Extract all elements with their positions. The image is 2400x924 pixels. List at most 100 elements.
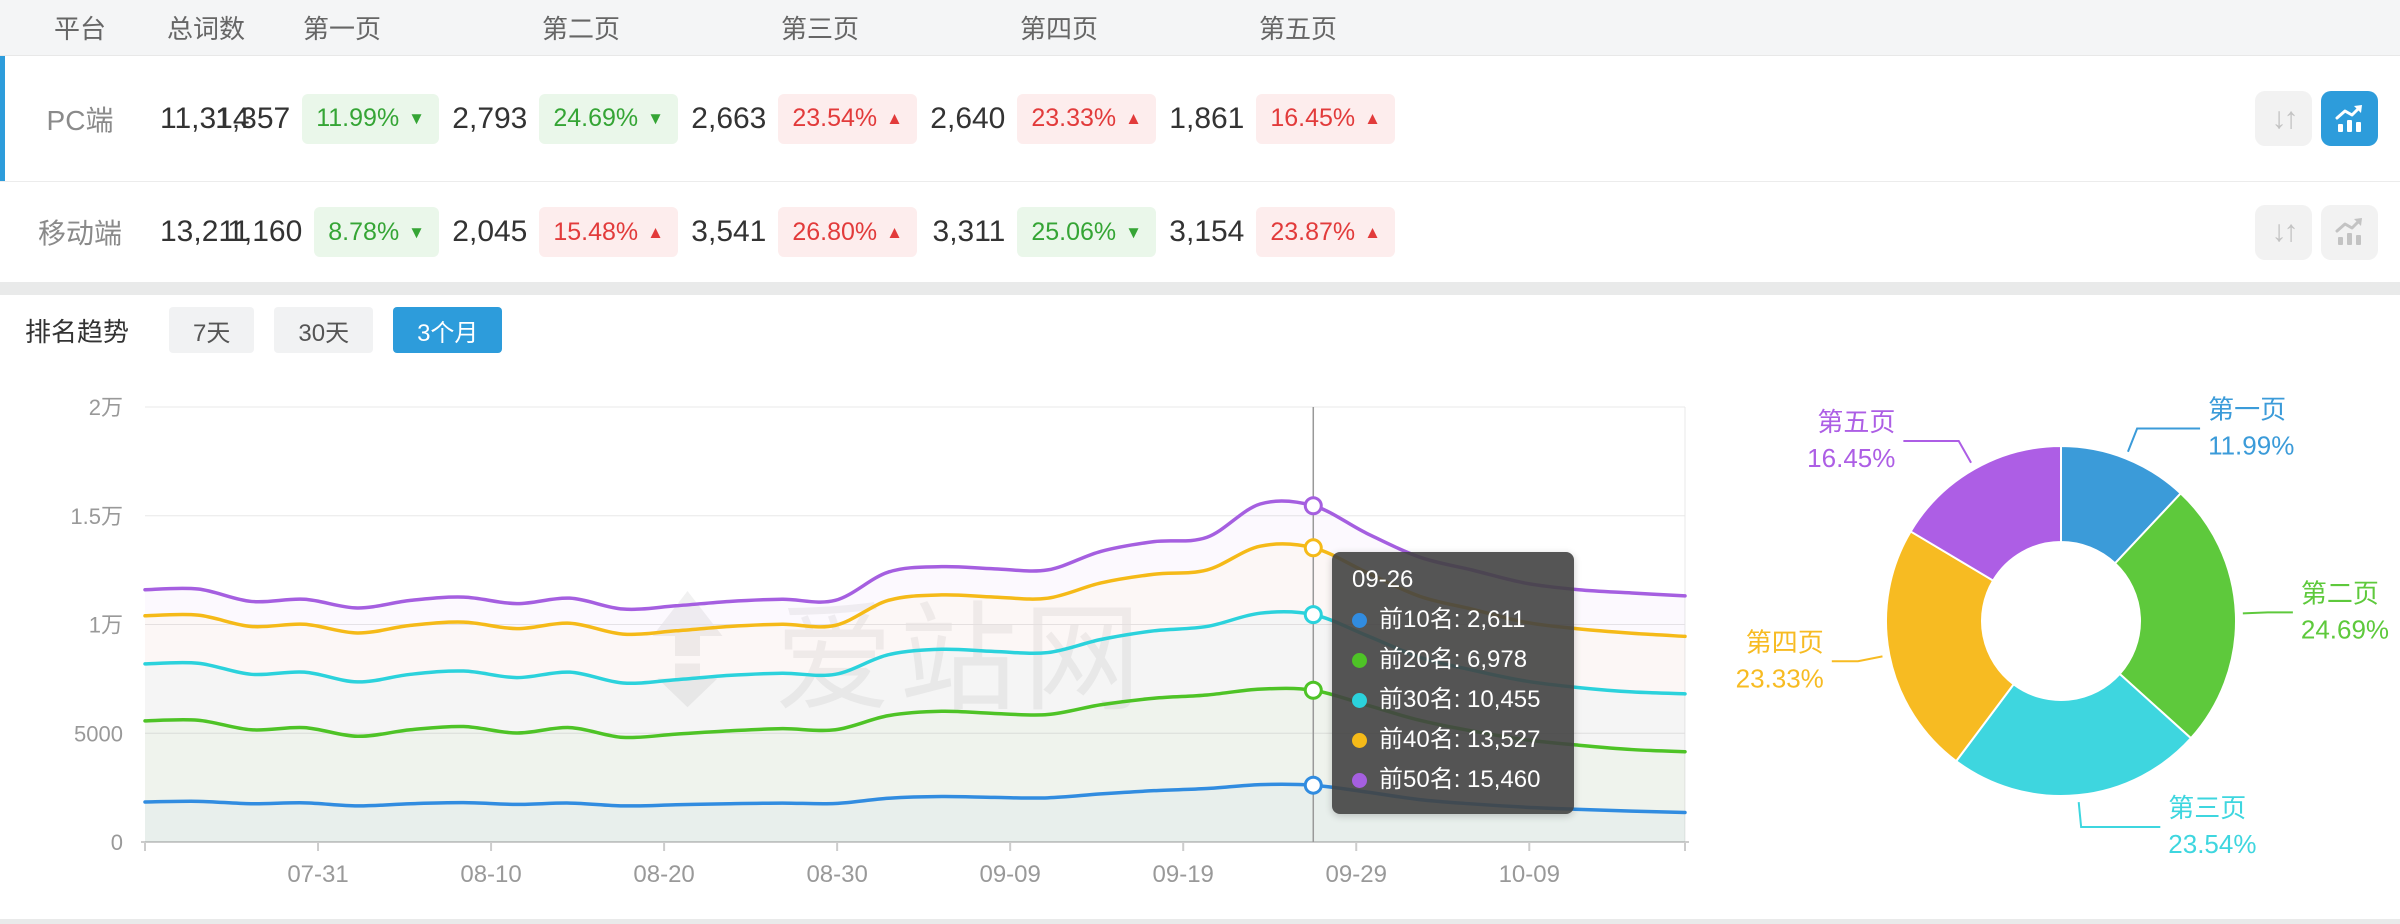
- col-header-page5: 第五页: [1258, 14, 1337, 44]
- y-axis-tick-label: 1.5万: [70, 504, 123, 529]
- page4-percent-badge: 25.06% ▼: [1017, 207, 1156, 257]
- col-header-platform: 平台: [53, 14, 106, 44]
- rank-trend-section: 排名趋势 7天 30天 3个月 爱站网 0 5000 1万 1.5万 2万 07-31 08…: [0, 295, 2400, 919]
- highlight-marker: [1303, 496, 1323, 516]
- page-bottom-strip: [0, 919, 2400, 923]
- donut-label-line: [1831, 655, 1883, 663]
- sort-arrows-icon: ↓↑: [2271, 215, 2299, 248]
- page2-percent-badge: 24.69% ▼: [539, 93, 678, 144]
- trend-down-icon: ▼: [647, 109, 664, 128]
- donut-label-name: 第五页: [1817, 407, 1895, 437]
- tab-30-days[interactable]: 30天: [274, 307, 374, 353]
- y-axis-tick-label: 1万: [89, 613, 123, 638]
- donut-label-name: 第三页: [2168, 793, 2246, 823]
- tooltip-series-value: 前10名: 2,611: [1379, 606, 1526, 633]
- platform-label: 移动端: [37, 218, 122, 249]
- trend-up-icon: ▲: [1364, 109, 1381, 128]
- donut-slice[interactable]: [1954, 672, 2193, 797]
- highlight-marker: [1303, 680, 1323, 700]
- donut-slice[interactable]: [2113, 491, 2237, 740]
- tooltip-series-row: 前10名: 2,611: [1352, 600, 1554, 640]
- compare-button[interactable]: ↓↑: [2255, 91, 2312, 146]
- row-selected-indicator: [0, 56, 5, 181]
- donut-label-name: 第一页: [2208, 395, 2286, 425]
- col-header-page4: 第四页: [1019, 14, 1098, 44]
- donut-slice[interactable]: [1909, 444, 2062, 582]
- table-header: 平台 总词数 第一页 第二页 第三页 第四页 第五页: [0, 0, 2400, 56]
- tooltip-series-row: 前50名: 15,460: [1352, 760, 1554, 800]
- highlight-marker: [1303, 605, 1323, 625]
- col-header-page3: 第三页: [780, 14, 859, 44]
- y-axis-tick-label: 0: [111, 830, 123, 855]
- x-axis-tick-label: 10-09: [1499, 861, 1560, 888]
- series-dot-icon: [1352, 732, 1367, 748]
- donut-label-percent: 23.54%: [2168, 829, 2256, 859]
- col-header-total-words: 总词数: [166, 14, 245, 44]
- page3-count: 3,541: [691, 215, 767, 248]
- chart-icon: [2335, 218, 2362, 245]
- tooltip-date: 09-26: [1352, 566, 1414, 593]
- page4-count: 3,311: [932, 215, 1006, 248]
- trend-chart-button[interactable]: [2321, 91, 2378, 146]
- donut-slice[interactable]: [1885, 530, 2016, 763]
- x-axis-tick-label: 08-10: [460, 861, 521, 888]
- highlight-marker: [1303, 538, 1323, 558]
- trend-down-icon: ▼: [408, 109, 425, 128]
- donut-label-line: [1903, 440, 1972, 464]
- chart-icon: [2335, 104, 2362, 132]
- tooltip-series-value: 前40名: 13,527: [1379, 726, 1541, 753]
- y-axis-tick-label: 2万: [89, 395, 123, 420]
- page4-percent-badge: 23.33% ▲: [1017, 93, 1156, 144]
- series-dot-icon: [1352, 692, 1367, 708]
- page3-count: 2,663: [691, 101, 767, 135]
- page5-count: 3,154: [1169, 215, 1245, 248]
- trend-up-icon: ▲: [886, 109, 903, 128]
- page2-count: 2,045: [452, 215, 528, 248]
- highlight-marker: [1303, 775, 1323, 795]
- table-row-mobile[interactable]: 移动端 13,211 1,160 8.78% ▼ 2,045 15.48% ▲ 3,…: [0, 182, 2400, 282]
- trend-chart-button[interactable]: [2321, 204, 2378, 260]
- x-axis-tick-label: 08-30: [806, 861, 867, 888]
- col-header-page1: 第一页: [302, 14, 381, 44]
- page5-percent-badge: 23.87% ▲: [1256, 207, 1395, 257]
- x-axis-tick-label: 07-31: [287, 861, 348, 888]
- donut-label-name: 第二页: [2301, 578, 2379, 608]
- section-divider: [0, 282, 2400, 295]
- x-axis-tick-label: 09-29: [1326, 861, 1387, 888]
- sort-arrows-icon: ↓↑: [2271, 101, 2299, 135]
- page3-percent-badge: 26.80% ▲: [778, 207, 917, 257]
- tab-7-days[interactable]: 7天: [169, 307, 255, 353]
- trend-up-icon: ▲: [647, 222, 664, 242]
- col-header-page2: 第二页: [541, 14, 620, 44]
- page4-count: 2,640: [930, 101, 1006, 135]
- tooltip-series-row: 前40名: 13,527: [1352, 720, 1554, 760]
- compare-button[interactable]: ↓↑: [2255, 204, 2312, 260]
- trend-up-icon: ▲: [1364, 222, 1381, 242]
- page1-percent-badge: 11.99% ▼: [302, 93, 439, 144]
- tooltip-series-value: 前30名: 10,455: [1379, 686, 1541, 713]
- page5-percent-badge: 16.45% ▲: [1256, 93, 1395, 144]
- page-distribution-donut-chart[interactable]: 第一页 11.99% 第二页 24.69% 第三页 23.54% 第四页 23.33% 第五页 1…: [1700, 295, 2400, 919]
- x-axis-tick-label: 09-19: [1153, 861, 1214, 888]
- x-axis-tick-label: 08-20: [633, 861, 694, 888]
- trend-up-icon: ▲: [1125, 109, 1142, 128]
- tooltip-series-row: 前30名: 10,455: [1352, 680, 1554, 720]
- page3-percent-badge: 23.54% ▲: [778, 93, 917, 144]
- donut-label-line: [2077, 802, 2161, 829]
- donut-label-line: [2127, 427, 2201, 453]
- donut-label-percent: 11.99%: [2208, 431, 2294, 461]
- platform-label: PC端: [46, 104, 114, 136]
- page2-percent-badge: 15.48% ▲: [539, 207, 678, 257]
- donut-label-percent: 24.69%: [2301, 614, 2389, 644]
- tab-3-months[interactable]: 3个月: [393, 307, 503, 353]
- table-row-pc[interactable]: PC端 11,314 1,357 11.99% ▼ 2,793 24.69% ▼ 2…: [0, 56, 2400, 182]
- page2-count: 2,793: [452, 101, 528, 135]
- tooltip-series-value: 前50名: 15,460: [1379, 766, 1541, 793]
- trend-down-icon: ▼: [408, 222, 425, 242]
- page1-count: 1,160: [227, 215, 303, 248]
- y-axis-tick-label: 5000: [74, 721, 123, 746]
- chart-tooltip: 09-26 前10名: 2,611 前20名: 6,978 前30名: 10,455…: [1332, 552, 1574, 814]
- page1-count: 1,357: [215, 101, 291, 135]
- trend-title: 排名趋势: [25, 316, 130, 347]
